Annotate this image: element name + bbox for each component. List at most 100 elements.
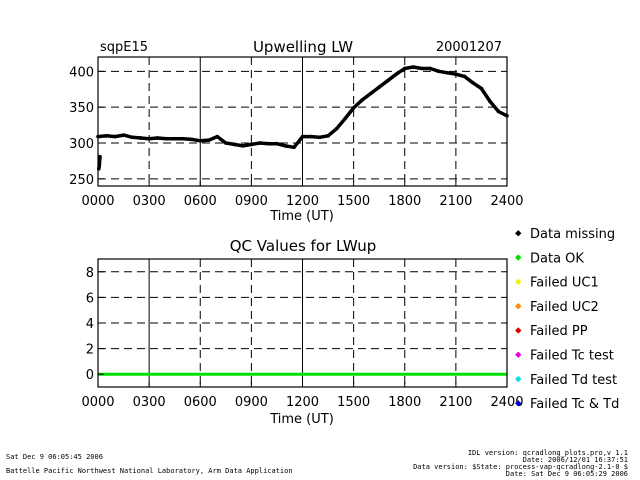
top-series-group	[96, 65, 509, 171]
x-tick-label: 0900	[235, 395, 268, 410]
station-label: sqpE15	[100, 40, 148, 55]
legend-marker	[515, 254, 522, 261]
data-point	[419, 66, 424, 71]
legend-marker	[515, 278, 522, 286]
qc-x-ticks: 0000 0300 0600 0900 1200 1500 1800 2100 2400	[81, 382, 524, 410]
data-point	[138, 136, 143, 140]
footer-idl-date: Date: 2006/12/01 16:37:51	[522, 456, 628, 464]
data-point	[181, 136, 186, 141]
data-point	[130, 135, 134, 140]
data-point	[402, 66, 407, 71]
footer-data-date: Date: Sat Dec 9 06:05:29 2006	[505, 470, 628, 478]
y-tick-label: 8	[86, 266, 94, 281]
y-tick-label: 6	[86, 291, 94, 306]
data-point	[98, 154, 102, 159]
x-tick-label: 2100	[439, 194, 472, 209]
data-point	[121, 133, 126, 137]
legend-label: Failed UC2	[530, 300, 599, 315]
footer-institution: Battelle Pacific Northwest National Labo…	[6, 467, 293, 475]
series-line	[97, 156, 102, 170]
legend-label: Failed PP	[530, 324, 588, 339]
y-tick-label: 400	[69, 65, 94, 80]
data-point	[394, 72, 399, 76]
data-point	[368, 91, 373, 96]
data-point	[189, 137, 194, 142]
data-point	[249, 142, 254, 147]
x-tick-label: 1500	[337, 194, 370, 209]
x-tick-label: 1800	[388, 395, 421, 410]
data-point	[309, 134, 313, 139]
top-gridlines	[98, 57, 507, 186]
x-tick-label: 0000	[81, 194, 114, 209]
top-chart-title: Upwelling LW	[253, 38, 353, 56]
data-point	[300, 134, 305, 139]
data-point	[164, 136, 168, 141]
data-point	[360, 98, 364, 102]
x-tick-label: 2100	[439, 395, 472, 410]
legend-marker	[515, 230, 522, 237]
y-tick-label: 2	[86, 343, 94, 358]
data-point	[479, 86, 484, 91]
footer-data-version: Data version: $State: process-vap-qcradl…	[413, 463, 628, 471]
x-tick-label: 0300	[133, 194, 166, 209]
x-tick-label: 1200	[286, 395, 319, 410]
x-tick-label: 1800	[388, 194, 421, 209]
legend-marker	[515, 351, 522, 358]
data-point	[206, 138, 211, 142]
data-point	[241, 144, 245, 148]
legend-marker	[515, 327, 522, 334]
footer-timestamp: Sat Dec 9 06:05:45 2006	[6, 453, 103, 461]
data-point	[351, 106, 356, 110]
y-tick-label: 350	[69, 101, 94, 116]
data-point	[113, 134, 117, 139]
y-tick-label: 300	[69, 137, 94, 152]
qc-y-ticks: 0 2 4 6 8	[86, 266, 104, 383]
data-point	[258, 141, 262, 145]
data-point	[385, 78, 390, 83]
data-point	[334, 126, 339, 131]
footer-idl-version: IDL version: qcradlong_plots.pro,v 1.1	[467, 449, 628, 457]
x-tick-label: 0600	[184, 194, 217, 209]
y-tick-label: 0	[86, 368, 94, 383]
legend-label: Failed Td test	[530, 373, 617, 388]
top-x-ticks: 0000 0300 0600 0900 1200 1500 1800 2100 2400	[81, 181, 524, 209]
x-tick-label: 0300	[133, 395, 166, 410]
legend-label: Failed UC1	[530, 276, 599, 291]
x-tick-label: 1200	[286, 194, 319, 209]
legend-label: Data OK	[530, 251, 584, 266]
y-tick-label: 250	[69, 173, 94, 188]
qc-gridlines	[98, 259, 507, 387]
data-point	[215, 134, 220, 139]
legend-marker	[515, 302, 522, 310]
data-point	[147, 136, 151, 141]
data-point	[266, 141, 271, 146]
y-tick-label: 4	[86, 317, 94, 332]
data-point	[326, 134, 330, 138]
data-point	[224, 141, 228, 145]
qc-chart-title: QC Values for LWup	[230, 237, 377, 255]
data-point	[198, 139, 203, 143]
data-point	[232, 142, 237, 147]
data-point	[462, 74, 467, 79]
x-tick-label: 0600	[184, 395, 217, 410]
legend-label: Data missing	[530, 227, 615, 242]
top-x-axis-label: Time (UT)	[269, 209, 334, 224]
data-point	[104, 134, 109, 138]
data-point	[488, 99, 492, 104]
data-point	[172, 136, 177, 141]
qc-legend: Data missing Data OK Failed UC1 Failed UC2 F…	[515, 227, 619, 412]
data-point	[155, 136, 160, 140]
date-label: 20001207	[436, 40, 502, 55]
legend-label: Failed Tc test	[530, 349, 614, 364]
legend-marker	[515, 375, 522, 383]
x-tick-label: 2400	[490, 194, 523, 209]
data-point	[496, 109, 501, 114]
data-point	[445, 70, 450, 75]
data-point	[454, 72, 458, 76]
data-point	[283, 144, 288, 148]
data-point	[377, 85, 381, 89]
data-point	[292, 145, 296, 150]
x-tick-label: 0900	[235, 194, 268, 209]
data-point	[317, 135, 322, 140]
